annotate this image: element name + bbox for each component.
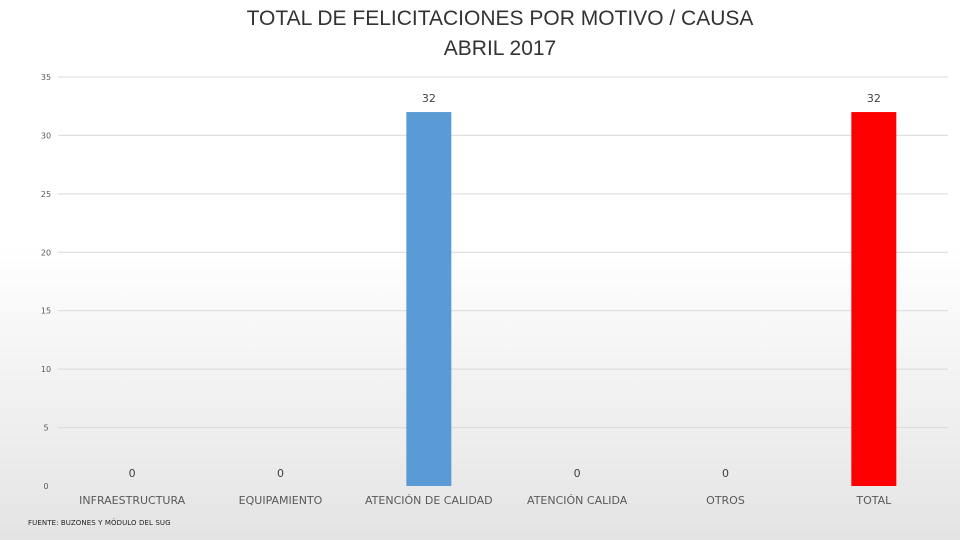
data-label: 0 <box>129 467 136 480</box>
bars <box>406 112 897 487</box>
category-label: ATENCIÓN CALIDA <box>527 494 628 507</box>
data-labels: 0 0 32 0 0 32 <box>129 92 881 480</box>
y-tick-label: 0 <box>43 482 48 491</box>
gridlines <box>58 76 948 429</box>
y-tick-label: 10 <box>41 365 51 374</box>
y-tick-label: 35 <box>41 73 51 82</box>
y-tick-label: 5 <box>43 424 48 433</box>
y-tick-label: 20 <box>41 248 51 257</box>
chart-title: TOTAL DE FELICITACIONES POR MOTIVO / CAU… <box>246 7 754 30</box>
category-label: ATENCIÓN DE CALIDAD <box>365 494 493 507</box>
y-tick-label: 25 <box>41 190 51 199</box>
category-label: OTROS <box>706 494 745 507</box>
data-label: 0 <box>574 467 581 480</box>
data-label: 0 <box>277 467 284 480</box>
data-label: 32 <box>867 92 881 105</box>
y-tick-label: 15 <box>41 307 51 316</box>
data-label: 32 <box>422 92 436 105</box>
data-label: 0 <box>722 467 729 480</box>
bar <box>851 112 897 487</box>
source-note: FUENTE: BUZONES Y MÓDULO DEL SUG <box>28 519 171 527</box>
y-tick-label: 30 <box>41 131 51 140</box>
category-label: TOTAL <box>855 494 892 507</box>
x-axis-categories: INFRAESTRUCTURA EQUIPAMIENTO ATENCIÓN DE C… <box>79 494 892 507</box>
y-axis-ticks: 0 5 10 15 20 25 30 35 <box>41 73 51 491</box>
category-label: INFRAESTRUCTURA <box>79 494 186 507</box>
chart-subtitle: ABRIL 2017 <box>443 37 557 60</box>
category-label: EQUIPAMIENTO <box>239 494 323 507</box>
bar <box>406 112 452 487</box>
